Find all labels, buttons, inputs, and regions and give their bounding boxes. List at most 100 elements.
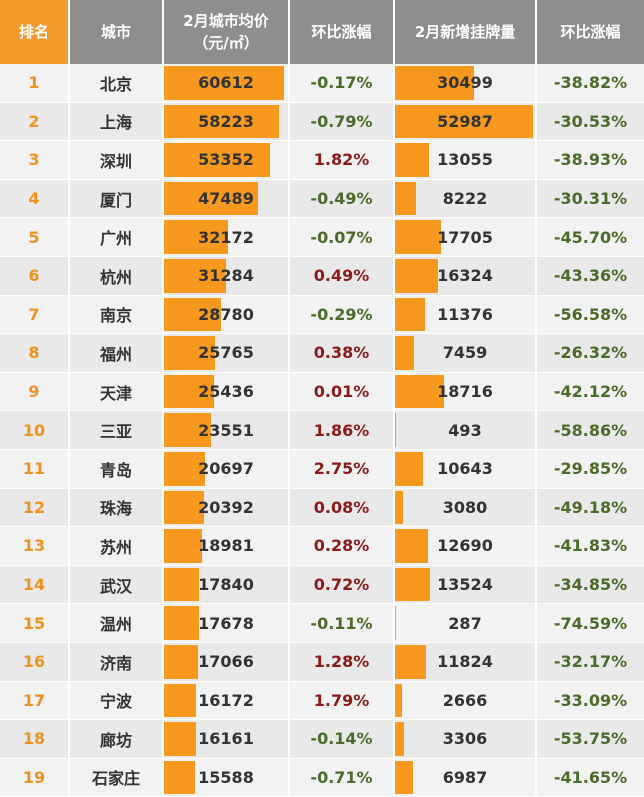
city-cell: 广州 xyxy=(70,218,164,257)
listings-value: 13524 xyxy=(437,575,493,595)
price-cell: 32172 xyxy=(164,218,290,257)
rank-cell: 1 xyxy=(0,64,70,103)
listings-cell: 13055 xyxy=(395,141,537,180)
price-cell: 58223 xyxy=(164,102,290,142)
listings-value: 3080 xyxy=(442,497,488,517)
price-bar xyxy=(164,143,270,177)
price-change-cell: -0.29% xyxy=(290,295,395,335)
listings-value: 2666 xyxy=(442,690,488,710)
price-value: 53352 xyxy=(198,150,254,170)
listings-cell: 287 xyxy=(395,604,537,643)
price-cell: 25436 xyxy=(164,372,290,412)
listings-change-cell: -34.85% xyxy=(537,565,644,605)
rank-cell: 6 xyxy=(0,256,70,296)
price-value: 25765 xyxy=(198,343,254,363)
listings-change-cell: -45.70% xyxy=(537,218,644,257)
table-row: 3 深圳 53352 1.82% 13055 -38.93% xyxy=(0,141,644,180)
table-row: 7 南京 28780 -0.29% 11376 -56.58% xyxy=(0,295,644,335)
listings-bar xyxy=(395,722,404,756)
table-row: 10 三亚 23551 1.86% 493 -58.86% xyxy=(0,411,644,450)
price-cell: 16172 xyxy=(164,681,290,721)
price-value: 32172 xyxy=(198,227,254,247)
price-cell: 17066 xyxy=(164,642,290,682)
listings-change-cell: -26.32% xyxy=(537,334,644,373)
table-row: 4 厦门 47489 -0.49% 8222 -30.31% xyxy=(0,179,644,219)
header-price-line2: （元/㎡） xyxy=(193,34,259,52)
listings-bar xyxy=(395,567,431,602)
listings-change-cell: -29.85% xyxy=(537,449,644,489)
listings-bar xyxy=(395,374,444,409)
price-value: 20697 xyxy=(198,459,254,479)
listings-cell: 30499 xyxy=(395,64,537,103)
listings-change-cell: -58.86% xyxy=(537,411,644,450)
price-value: 25436 xyxy=(198,382,254,402)
listings-value: 493 xyxy=(448,420,482,440)
listings-value: 16324 xyxy=(437,266,493,286)
table-row: 18 廊坊 16161 -0.14% 3306 -53.75% xyxy=(0,720,644,759)
city-cell: 厦门 xyxy=(70,179,164,219)
listings-cell: 52987 xyxy=(395,102,537,142)
rank-cell: 3 xyxy=(0,141,70,180)
listings-bar xyxy=(395,297,425,332)
price-cell: 23551 xyxy=(164,411,290,450)
listings-change-cell: -74.59% xyxy=(537,604,644,643)
price-bar xyxy=(164,644,198,679)
listings-change-cell: -38.93% xyxy=(537,141,644,180)
city-cell: 南京 xyxy=(70,295,164,335)
rank-cell: 5 xyxy=(0,218,70,257)
table-row: 6 杭州 31284 0.49% 16324 -43.36% xyxy=(0,256,644,296)
price-bar xyxy=(164,722,196,756)
rank-cell: 14 xyxy=(0,565,70,605)
rank-cell: 7 xyxy=(0,295,70,335)
listings-value: 13055 xyxy=(437,150,493,170)
table-row: 16 济南 17066 1.28% 11824 -32.17% xyxy=(0,642,644,682)
price-bar xyxy=(164,66,284,100)
price-value: 28780 xyxy=(198,304,254,324)
listings-bar xyxy=(395,529,429,563)
rank-cell: 9 xyxy=(0,372,70,412)
price-cell: 18981 xyxy=(164,527,290,566)
price-change-cell: 1.86% xyxy=(290,411,395,450)
listings-change-cell: -56.58% xyxy=(537,295,644,335)
table-row: 5 广州 32172 -0.07% 17705 -45.70% xyxy=(0,218,644,257)
table-row: 19 石家庄 15588 -0.71% 6987 -41.65% xyxy=(0,758,644,797)
rank-cell: 15 xyxy=(0,604,70,643)
price-cell: 20697 xyxy=(164,449,290,489)
price-bar xyxy=(164,490,205,525)
listings-change-cell: -30.53% xyxy=(537,102,644,142)
price-bar xyxy=(164,104,280,139)
price-change-cell: -0.71% xyxy=(290,758,395,797)
rank-cell: 17 xyxy=(0,681,70,721)
listings-bar xyxy=(395,181,417,216)
price-change-cell: 0.72% xyxy=(290,565,395,605)
listings-bar xyxy=(395,220,442,254)
rank-cell: 16 xyxy=(0,642,70,682)
price-value: 47489 xyxy=(198,189,254,209)
listings-bar xyxy=(395,258,438,293)
listings-bar xyxy=(395,451,423,486)
header-listings: 2月新增挂牌量 xyxy=(395,0,537,64)
rank-cell: 11 xyxy=(0,449,70,489)
price-change-cell: 0.49% xyxy=(290,256,395,296)
listings-cell: 18716 xyxy=(395,372,537,412)
city-cell: 北京 xyxy=(70,64,164,103)
price-value: 16172 xyxy=(198,690,254,710)
price-cell: 60612 xyxy=(164,64,290,103)
city-cell: 宁波 xyxy=(70,681,164,721)
listings-value: 6987 xyxy=(442,767,488,787)
listings-cell: 17705 xyxy=(395,218,537,257)
listings-change-cell: -42.12% xyxy=(537,372,644,412)
city-cell: 廊坊 xyxy=(70,720,164,759)
price-cell: 17840 xyxy=(164,565,290,605)
listings-cell: 8222 xyxy=(395,179,537,219)
price-change-cell: -0.17% xyxy=(290,64,395,103)
price-value: 31284 xyxy=(198,266,254,286)
price-cell: 15588 xyxy=(164,758,290,797)
header-price-change: 环比涨幅 xyxy=(290,0,395,64)
header-price-line1: 2月城市均价 xyxy=(183,12,269,30)
table-row: 9 天津 25436 0.01% 18716 -42.12% xyxy=(0,372,644,412)
listings-cell: 3306 xyxy=(395,720,537,759)
listings-change-cell: -43.36% xyxy=(537,256,644,296)
price-change-cell: 1.82% xyxy=(290,141,395,180)
